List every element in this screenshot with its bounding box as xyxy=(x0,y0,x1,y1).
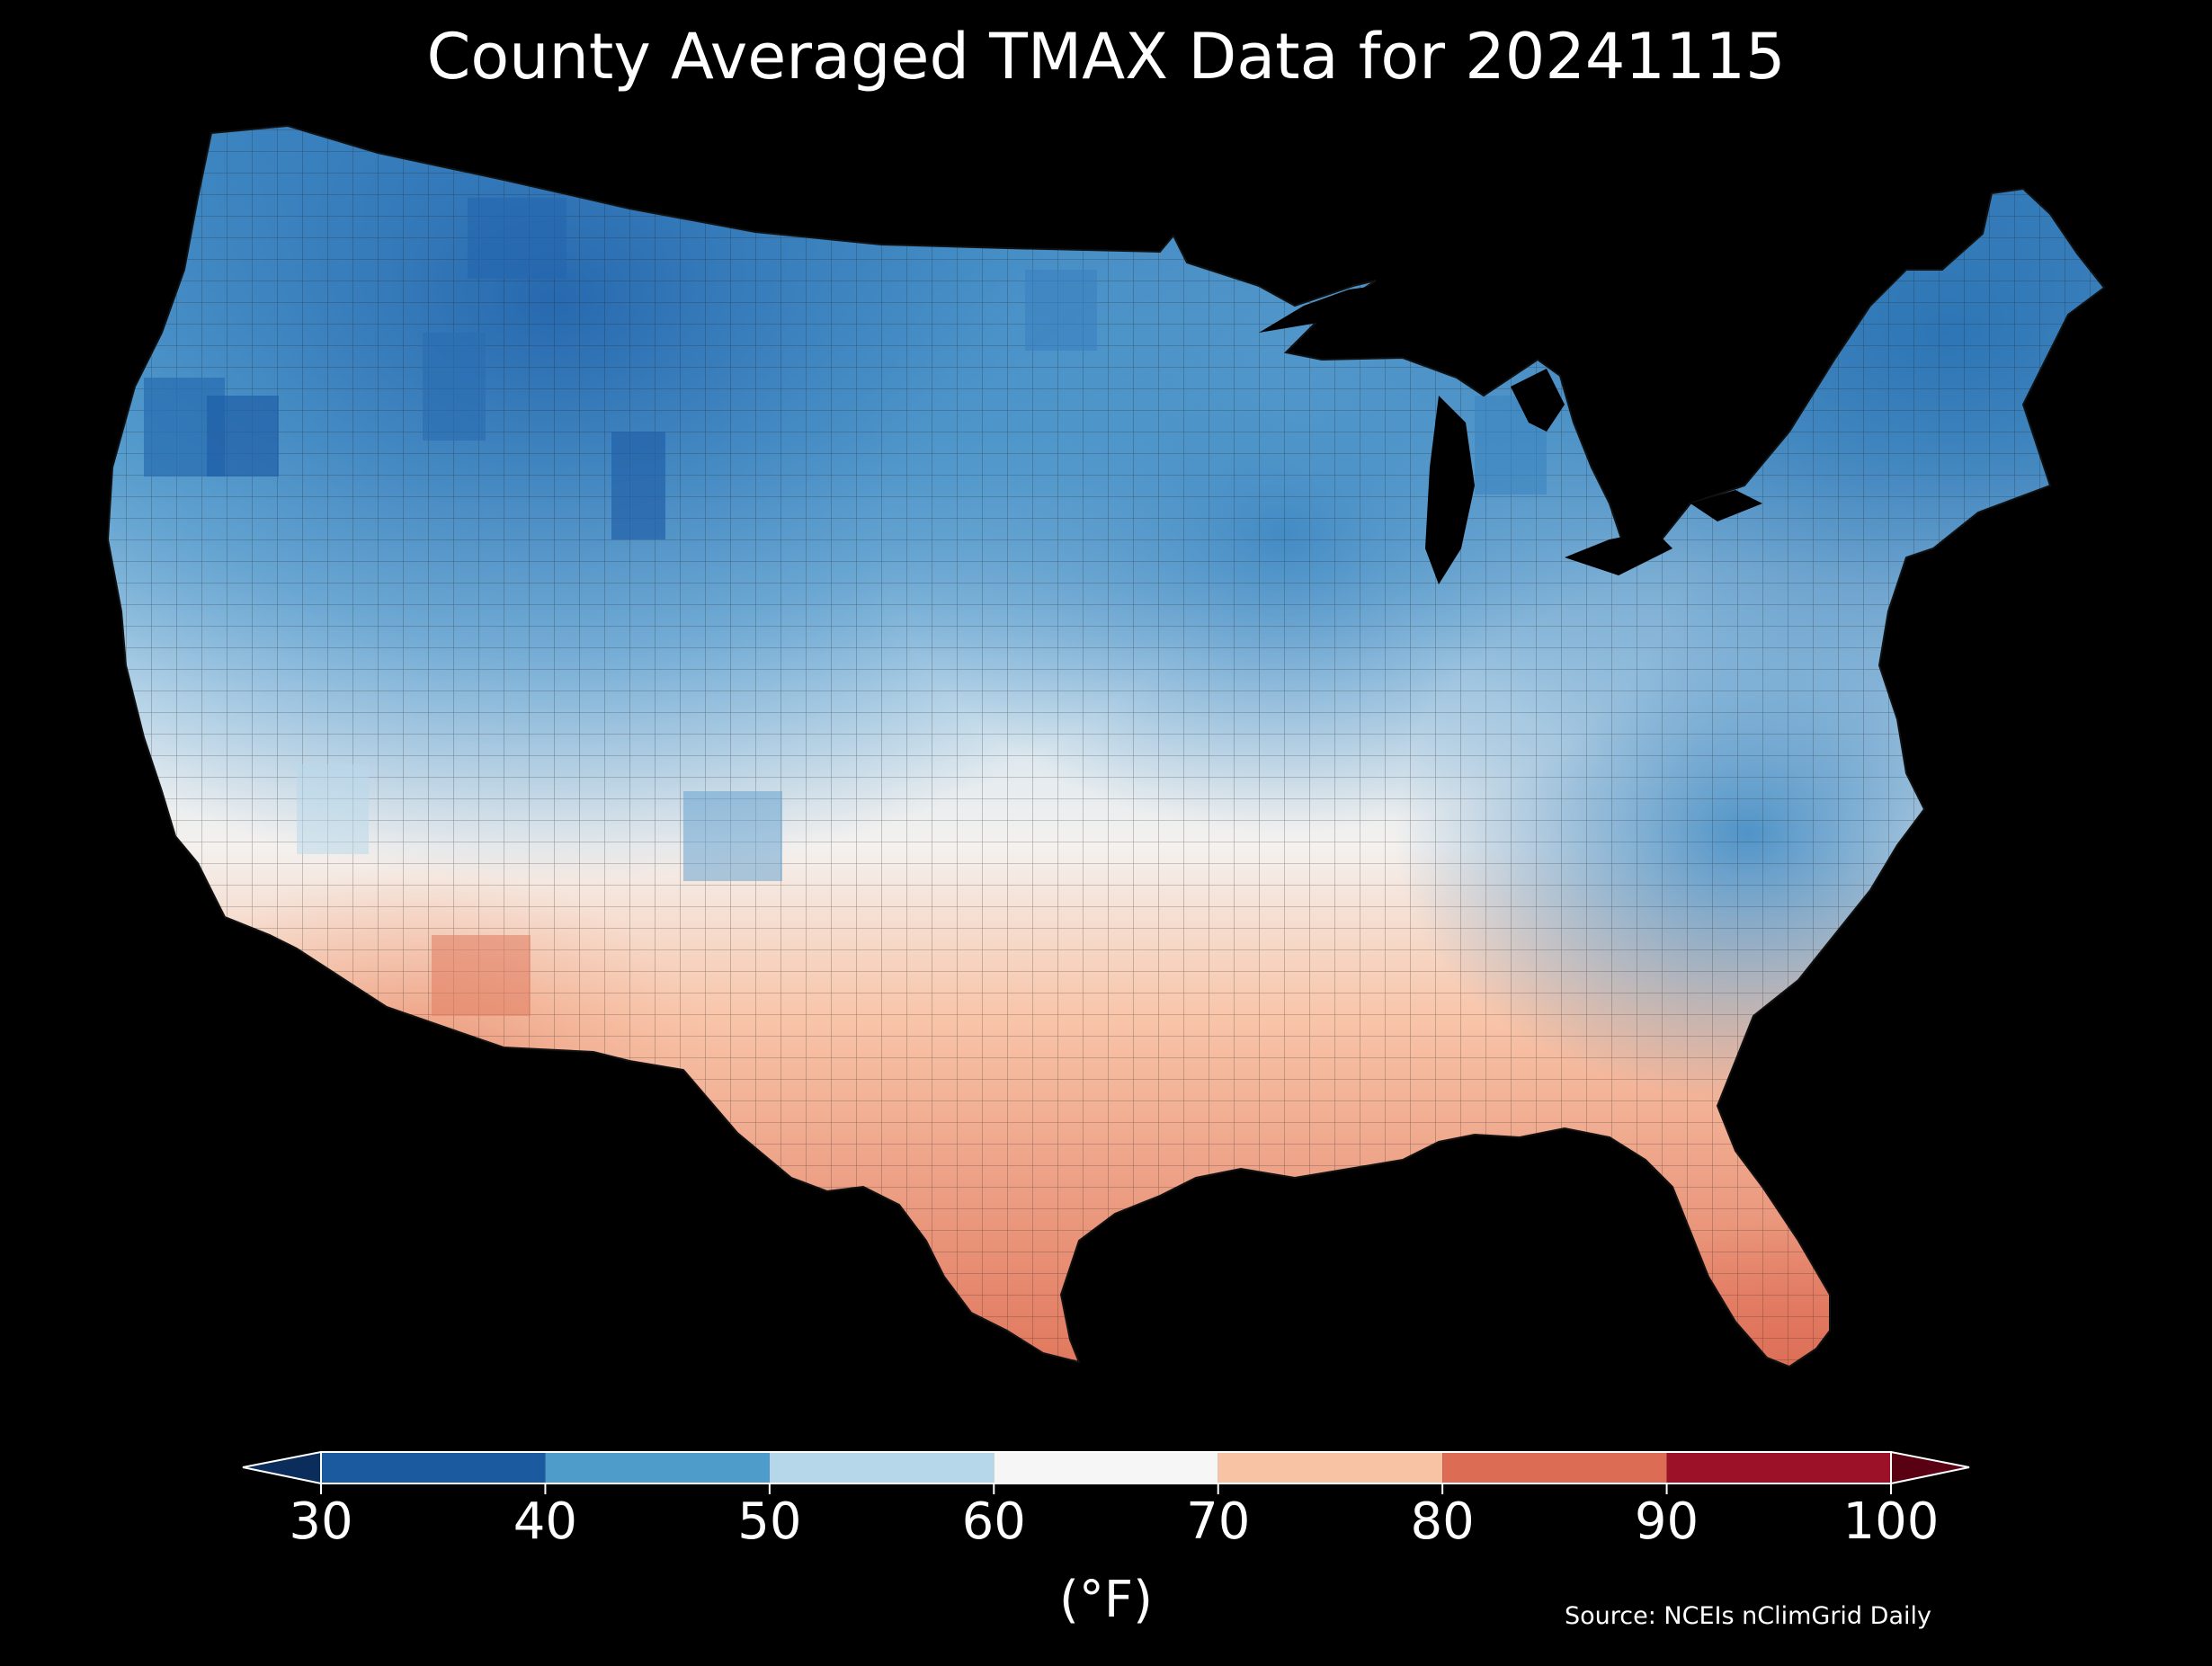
colorbar-bin-40-50 xyxy=(545,1452,770,1483)
colorbar-under-extension xyxy=(242,1450,322,1485)
colorbar-frame xyxy=(320,1451,1892,1484)
colorbar-tick-label-50: 50 xyxy=(737,1492,802,1551)
colorbar-ticks xyxy=(320,1483,1892,1494)
colorbar-tick-label-80: 80 xyxy=(1410,1492,1475,1551)
colorbar-bin-30-40 xyxy=(321,1452,546,1483)
colorbar-bin-50-60 xyxy=(769,1452,995,1483)
source-note: Source: NCEIs nClimGrid Daily xyxy=(1565,1602,1931,1630)
colorbar-bin-60-70 xyxy=(994,1452,1218,1483)
colorbar-tick-label-90: 90 xyxy=(1634,1492,1699,1551)
colorbar-tick-label-100: 100 xyxy=(1842,1492,1940,1551)
great-lakes xyxy=(1259,286,1762,584)
colorbar-tick-label-40: 40 xyxy=(513,1492,578,1551)
map-title: County Averaged TMAX Data for 20241115 xyxy=(426,20,1786,94)
colorbar-bin-70-80 xyxy=(1217,1452,1443,1483)
colorbar-bin-90-100 xyxy=(1666,1452,1891,1483)
colorbar-tick-label-30: 30 xyxy=(289,1492,353,1551)
colorbar-tick-label-60: 60 xyxy=(961,1492,1026,1551)
colorbar-tick-label-70: 70 xyxy=(1186,1492,1251,1551)
colorbar xyxy=(242,1450,1970,1494)
colorbar-over-extension xyxy=(1890,1450,1970,1485)
colorbar-unit-label: (°F) xyxy=(1059,1571,1153,1629)
colorbar-bin-80-90 xyxy=(1442,1452,1667,1483)
colorbar-bins xyxy=(321,1452,1891,1483)
